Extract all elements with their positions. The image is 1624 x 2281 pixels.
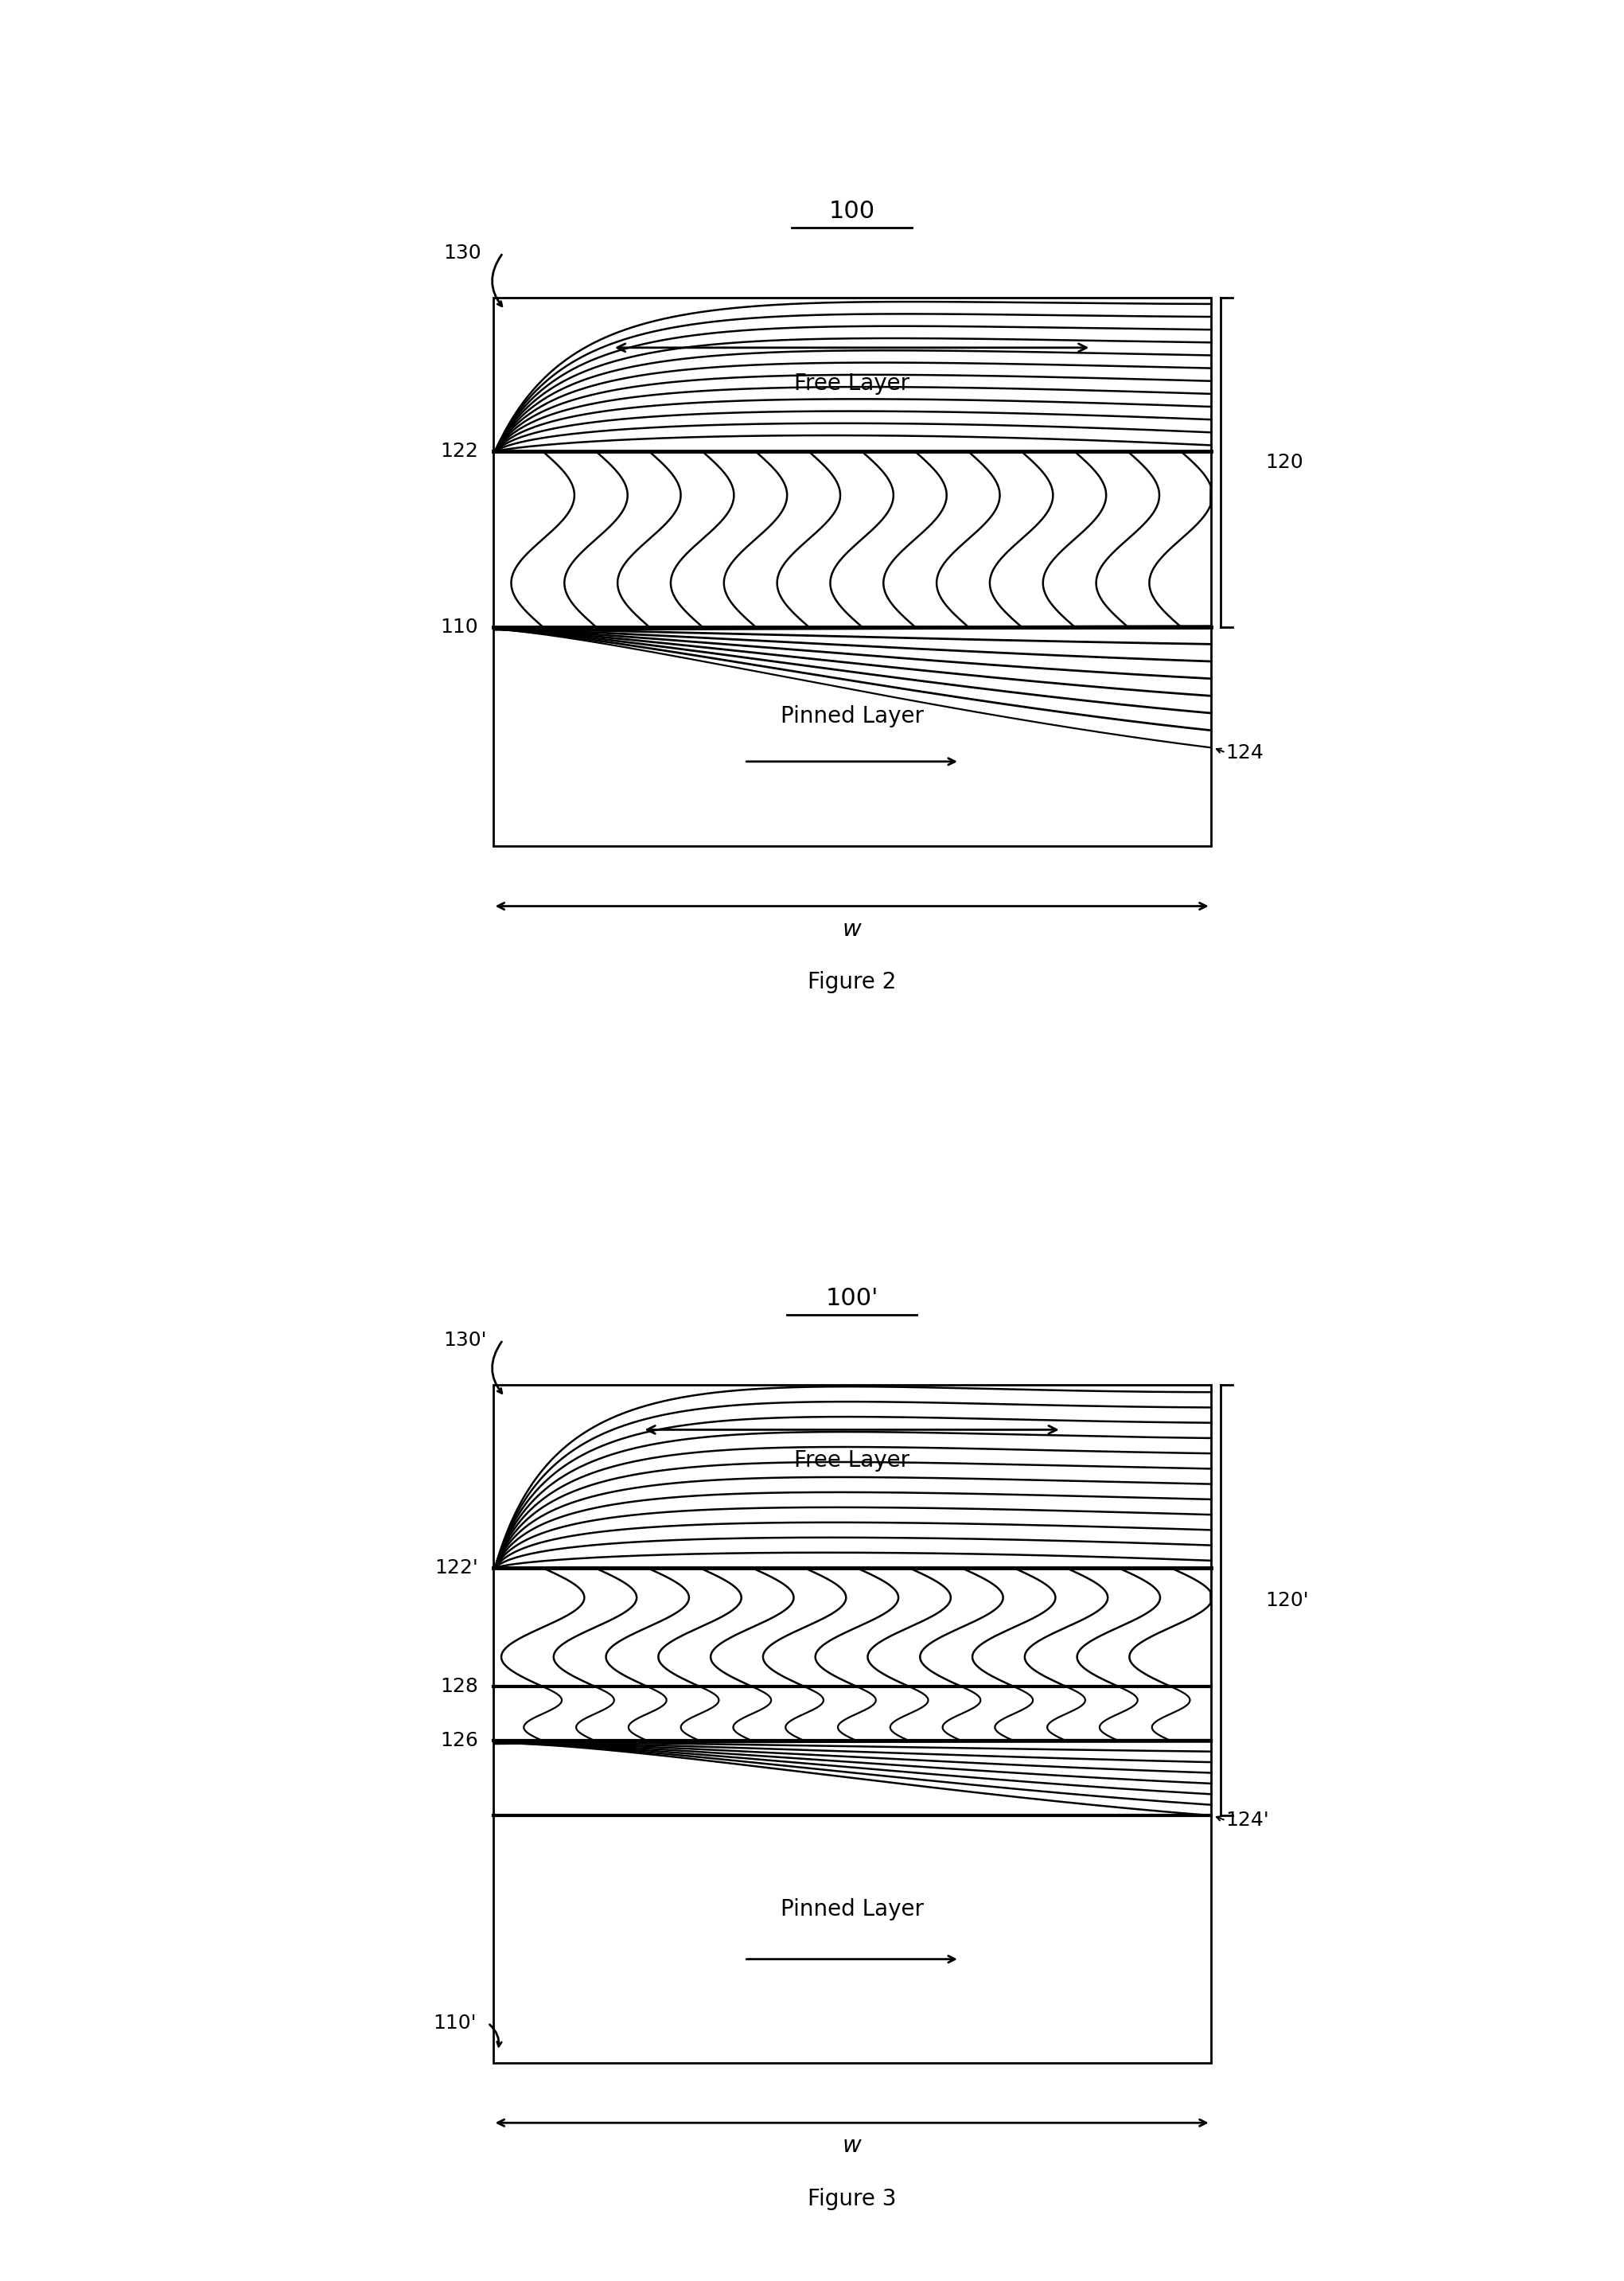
Text: Figure 2: Figure 2 (807, 972, 896, 992)
Text: 124': 124' (1226, 1811, 1270, 1829)
Text: 120: 120 (1265, 454, 1304, 472)
Text: 130': 130' (443, 1330, 487, 1350)
Text: Pinned Layer: Pinned Layer (780, 1898, 924, 1921)
Text: Free Layer: Free Layer (794, 372, 909, 395)
Text: Pinned Layer: Pinned Layer (780, 705, 924, 728)
Text: 100: 100 (828, 201, 875, 224)
Text: 124: 124 (1226, 744, 1263, 762)
Text: 110: 110 (440, 618, 477, 636)
Text: Free Layer: Free Layer (794, 1451, 909, 1471)
Text: Figure 3: Figure 3 (807, 2187, 896, 2210)
Text: 100': 100' (825, 1286, 879, 1309)
Bar (494, 1385, 1212, 2062)
Text: w: w (843, 2135, 861, 2158)
Text: w: w (843, 919, 861, 940)
Bar (494, 299, 1212, 846)
Text: 122': 122' (435, 1558, 477, 1578)
Text: 122: 122 (440, 443, 477, 461)
Text: 120': 120' (1265, 1590, 1309, 1610)
Text: 130: 130 (443, 244, 481, 262)
Text: 128: 128 (440, 1677, 477, 1697)
Text: 126: 126 (440, 1731, 477, 1750)
Text: 110': 110' (434, 2014, 476, 2032)
